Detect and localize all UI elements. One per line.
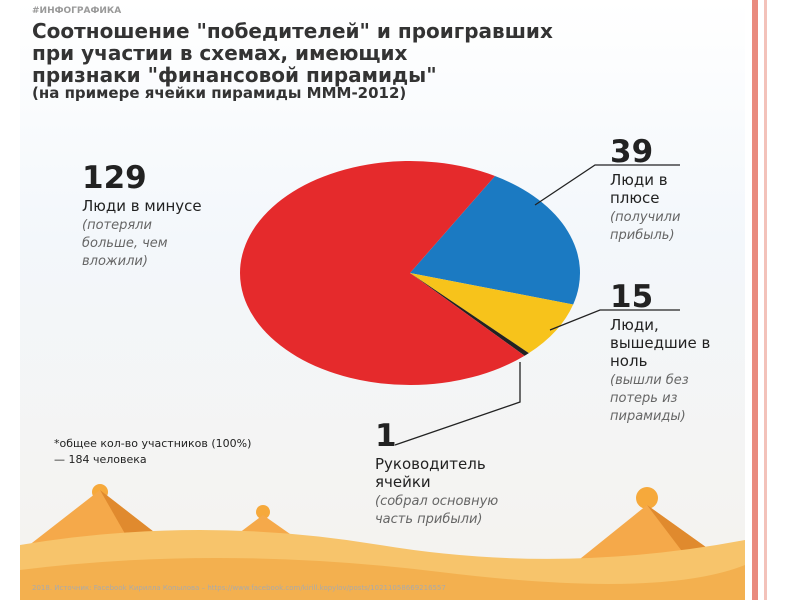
leader-line	[549, 309, 680, 331]
slice-category: Люди в плюсе	[610, 171, 668, 207]
slice-value: 1	[375, 418, 397, 454]
slice-note: (вышли без потерь из пирамиды)	[610, 373, 689, 424]
pie	[240, 161, 580, 386]
slice-value: 15	[610, 279, 654, 315]
slice-category: Руководитель ячейки	[375, 455, 486, 491]
slice-category: Люди в минусе	[82, 197, 202, 215]
slice-label: 129 Люди в минусе (потеряли больше, чем вл…	[82, 163, 202, 271]
source: 2018. Источник: Facebook Кирилла Копылов…	[32, 584, 446, 592]
subtitle: (на примере ячейки пирамиды МММ-2012)	[32, 84, 407, 102]
slice-label: 15 Люди, вышедшие в ноль (вышли без потерь…	[610, 282, 735, 426]
slice-label: 39 Люди в плюсе (получили прибыль)	[610, 137, 720, 245]
pie-slice	[240, 161, 525, 386]
slice-value: 39	[610, 134, 654, 170]
leader-line	[394, 362, 521, 446]
slice-note: (собрал основную часть прибыли)	[375, 494, 499, 527]
slice-category: Люди, вышедшие в ноль	[610, 316, 711, 370]
slice-label: 1 Руководитель ячейки (собрал основную час…	[375, 421, 525, 529]
tag: #ИНФОГРАФИКА	[32, 6, 122, 16]
desert	[20, 484, 745, 600]
slice-note: (потеряли больше, чем вложили)	[82, 218, 168, 269]
title-line: при участии в схемах, имеющих	[32, 41, 408, 65]
pie-slice	[410, 176, 580, 305]
footnote: *общее кол-во участников (100%) — 184 че…	[54, 437, 252, 466]
pie-slice	[410, 273, 574, 354]
leader-line	[534, 164, 680, 206]
title-line: признаки "финансовой пирамиды"	[32, 63, 437, 87]
decor-stripe	[752, 0, 758, 600]
chart	[20, 161, 745, 600]
slice-value: 129	[82, 160, 147, 196]
leaders	[394, 164, 680, 446]
title-line: Соотношение "победителей" и проигравших	[32, 19, 553, 43]
infographic: #ИНФОГРАФИКА Соотношение "победителей" и…	[20, 0, 745, 600]
slice-note: (получили прибыль)	[610, 210, 681, 243]
pie-slice	[410, 273, 529, 356]
decor-stripe	[764, 0, 767, 600]
